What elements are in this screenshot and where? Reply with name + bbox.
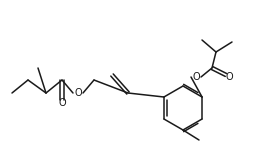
Text: O: O xyxy=(192,72,200,82)
Text: O: O xyxy=(58,98,66,108)
Text: O: O xyxy=(225,72,233,82)
Text: O: O xyxy=(74,88,82,98)
